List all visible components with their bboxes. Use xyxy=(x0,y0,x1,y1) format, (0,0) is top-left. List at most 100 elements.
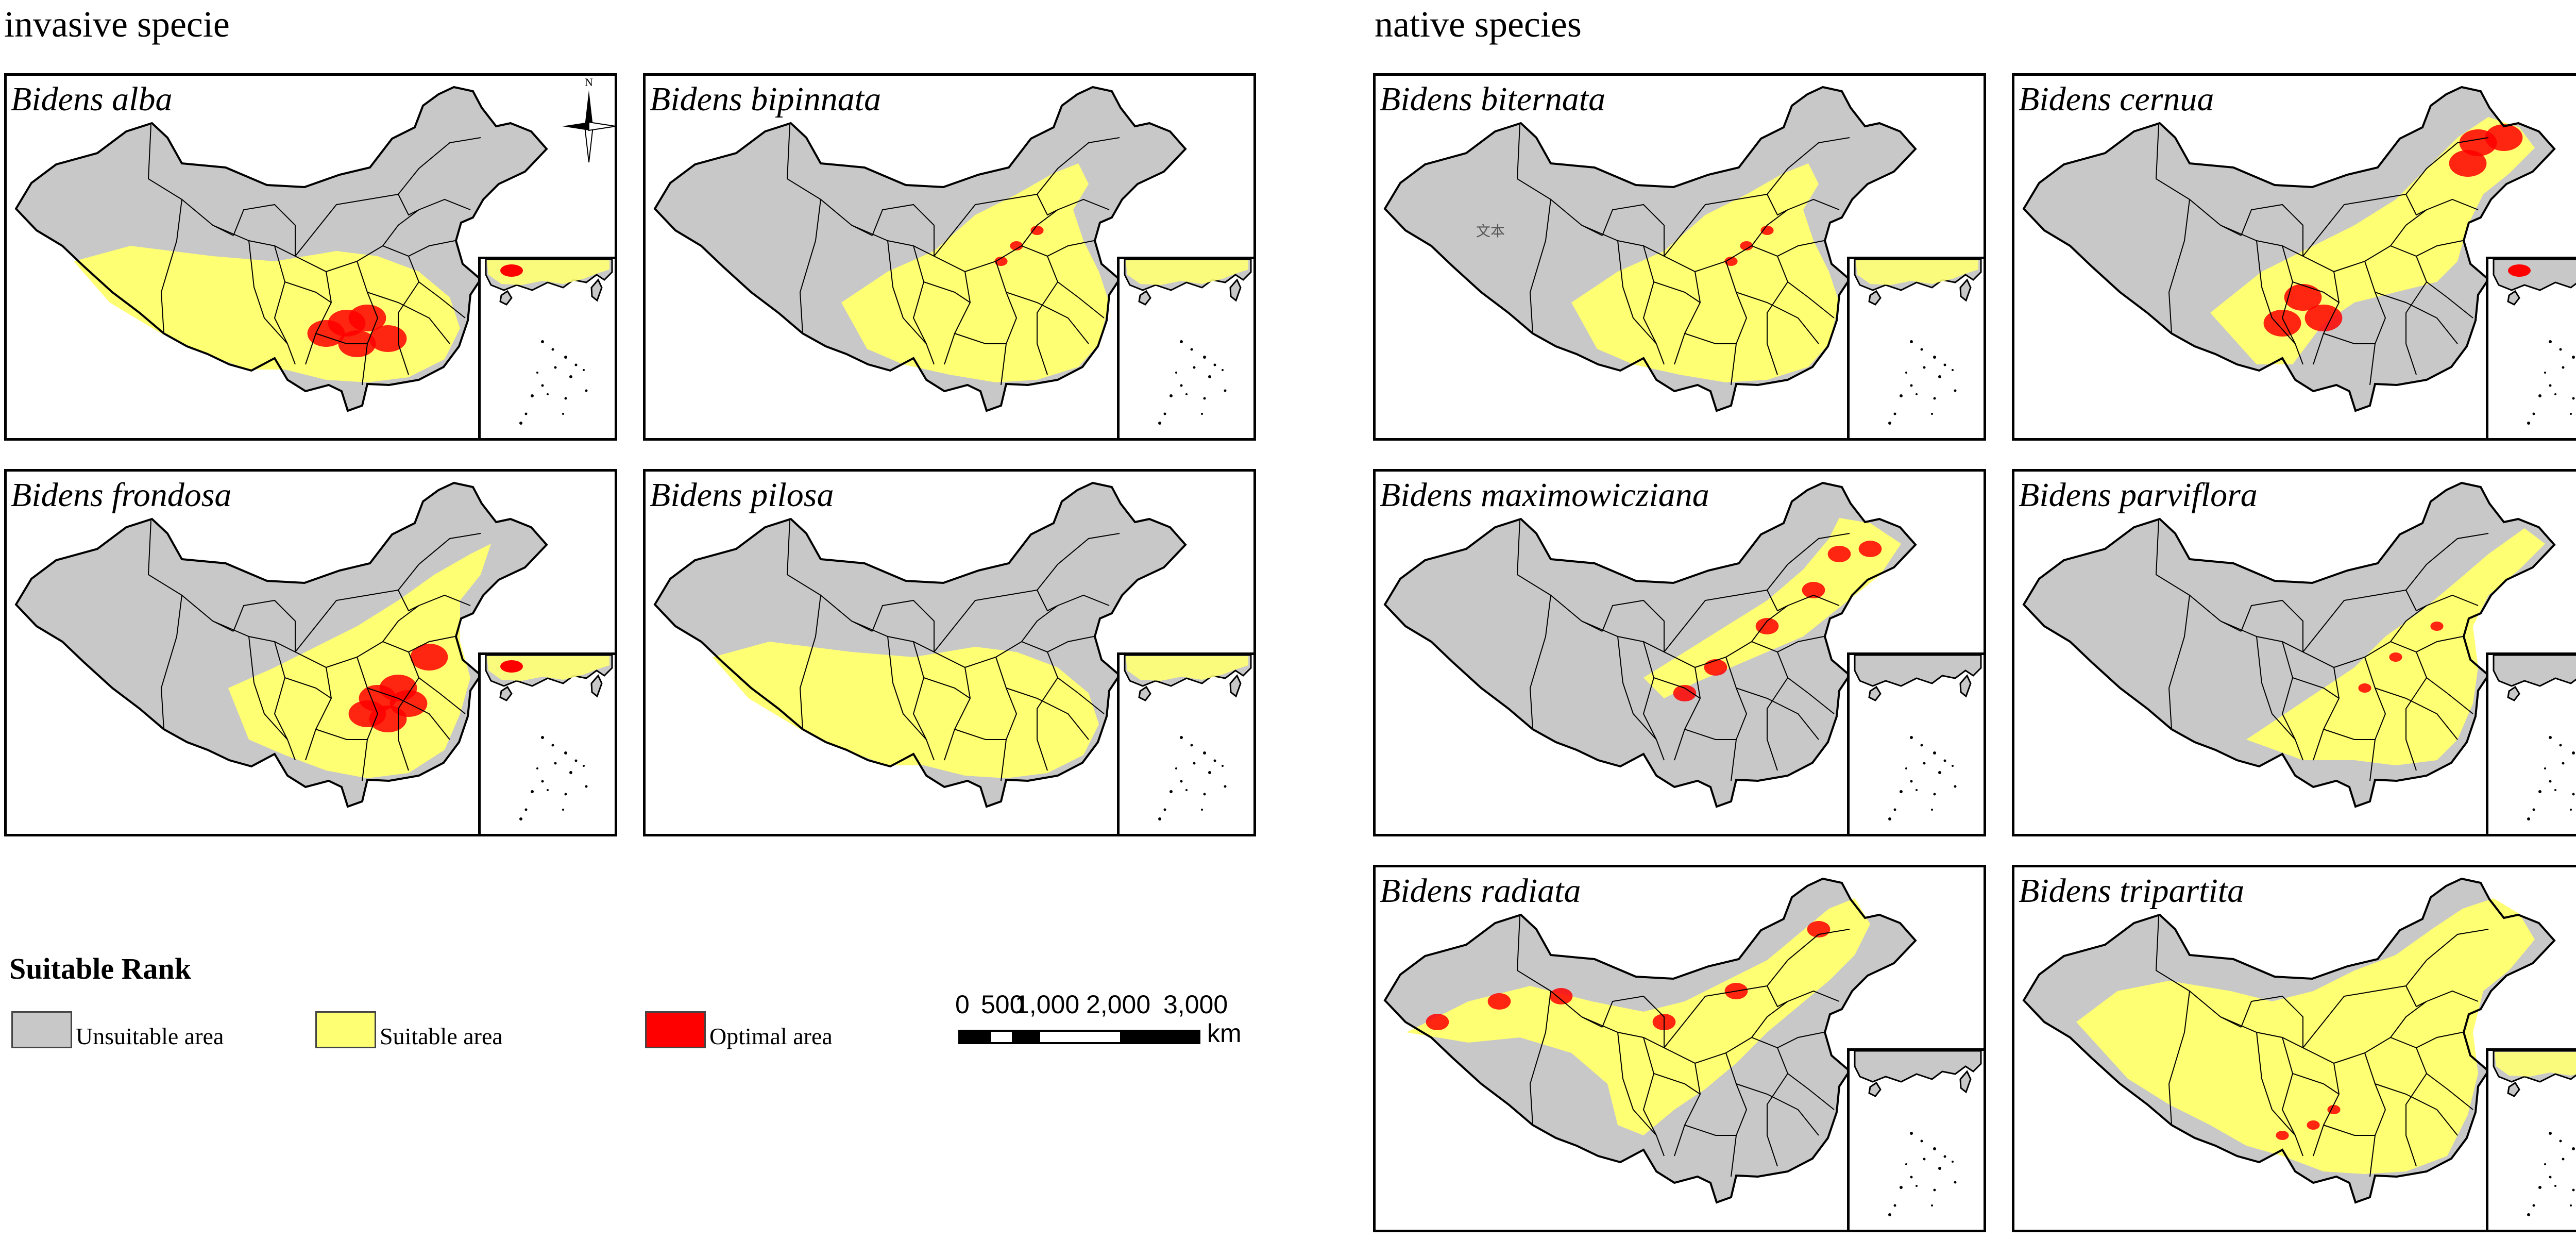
scale-bar-graphic xyxy=(958,1030,1200,1044)
optimal-area xyxy=(2276,1131,2289,1140)
inset-optimal-area xyxy=(500,660,523,673)
south-china-sea-inset xyxy=(1847,1048,1984,1230)
inset-optimal-area xyxy=(500,264,523,277)
species-name: Bidens cernua xyxy=(2019,80,2214,118)
optimal-area xyxy=(1487,993,1511,1010)
optimal-area xyxy=(369,325,407,352)
suitable-area xyxy=(2076,898,2535,1174)
map-panel-bidens-tripartita: Bidens tripartita xyxy=(2012,865,2576,1232)
north-arrow-icon: N xyxy=(558,76,615,169)
optimal-area xyxy=(1030,226,1044,235)
map-panel-bidens-cernua: Bidens cernua xyxy=(2012,73,2576,441)
legend-swatch-suitable xyxy=(315,1011,376,1048)
optimal-area xyxy=(1760,226,1774,235)
china-map xyxy=(654,482,1187,808)
optimal-area xyxy=(348,305,386,331)
legend-swatch-optimal xyxy=(645,1011,706,1048)
optimal-area xyxy=(2307,1120,2320,1130)
optimal-area xyxy=(2389,652,2402,662)
optimal-area xyxy=(2358,683,2371,693)
china-map xyxy=(2023,878,2555,1203)
legend-title: Suitable Rank xyxy=(9,952,191,985)
species-name: Bidens maximowicziana xyxy=(1380,476,1709,514)
native-group-title: native species xyxy=(1375,4,1582,45)
optimal-area xyxy=(1858,541,1882,557)
species-name: Bidens biternata xyxy=(1380,80,1606,118)
china-map xyxy=(654,86,1187,412)
optimal-area xyxy=(369,706,407,732)
suitable-area xyxy=(1571,163,1839,382)
map-panel-bidens-radiata: Bidens radiata xyxy=(1373,865,1986,1232)
legend-swatch-unsuitable xyxy=(11,1011,72,1048)
legend-label: Unsuitable area xyxy=(76,1023,224,1049)
optimal-area xyxy=(1673,685,1697,701)
scale-tick-label: 0 xyxy=(955,990,970,1019)
optimal-area xyxy=(2449,150,2487,177)
south-china-sea-inset xyxy=(2486,652,2576,834)
optimal-area xyxy=(2430,622,2444,631)
optimal-area xyxy=(1740,241,1753,250)
optimal-area xyxy=(1704,659,1727,676)
optimal-area xyxy=(1802,582,1825,598)
optimal-area xyxy=(994,257,1008,266)
svg-text:N: N xyxy=(585,76,593,89)
optimal-area xyxy=(2304,305,2343,331)
map-panel-bidens-pilosa: Bidens pilosa xyxy=(643,469,1256,836)
optimal-area xyxy=(1549,988,1573,1004)
optimal-area xyxy=(1827,546,1851,562)
china-map xyxy=(15,482,548,808)
china-map xyxy=(15,86,548,412)
scale-tick-label: 3,000 xyxy=(1163,990,1228,1019)
optimal-area xyxy=(1755,618,1779,634)
optimal-area xyxy=(2485,124,2523,151)
scale-tick-label: 2,000 xyxy=(1086,990,1151,1019)
suitable-area xyxy=(1643,518,1901,698)
stray-text-label: 文本 xyxy=(1476,224,1505,240)
optimal-area xyxy=(2284,284,2322,311)
scale-bar: 0 500 1,000 2,000 3,000 km xyxy=(955,990,1257,1057)
species-name: Bidens bipinnata xyxy=(650,80,882,118)
optimal-area xyxy=(410,644,448,671)
suitable-area xyxy=(841,163,1109,382)
south-china-sea-inset xyxy=(1117,652,1253,834)
map-panel-bidens-bipinnata: Bidens bipinnata xyxy=(643,73,1256,441)
south-china-sea-inset xyxy=(478,652,615,834)
species-name: Bidens pilosa xyxy=(650,476,834,514)
south-china-sea-inset xyxy=(1847,652,1984,834)
suitable-area xyxy=(2246,528,2545,765)
china-map xyxy=(2023,86,2555,412)
south-china-sea-inset xyxy=(2486,257,2576,438)
species-name: Bidens radiata xyxy=(1380,872,1581,910)
species-name: Bidens tripartita xyxy=(2019,872,2245,910)
optimal-area xyxy=(1724,257,1738,266)
map-panel-bidens-biternata: Bidens biternata 文本 xyxy=(1373,73,1986,441)
china-map xyxy=(2023,482,2555,808)
scale-unit: km xyxy=(1207,1019,1242,1048)
china-map xyxy=(1384,878,1917,1203)
inset-suitable-area xyxy=(1126,656,1248,681)
inset-suitable-area xyxy=(1126,260,1248,285)
south-china-sea-inset xyxy=(1847,257,1984,438)
map-panel-bidens-maximowicziana: Bidens maximowicziana xyxy=(1373,469,1986,836)
inset-optimal-area xyxy=(2508,264,2531,277)
optimal-area xyxy=(1426,1014,1449,1030)
invasive-group-title: invasive specie xyxy=(4,4,230,45)
scale-tick-label: 500 xyxy=(981,990,1024,1019)
china-map xyxy=(1384,482,1917,808)
legend-label: Suitable area xyxy=(380,1023,503,1049)
map-panel-bidens-alba: Bidens alba N xyxy=(4,73,617,441)
south-china-sea-inset xyxy=(1117,257,1253,438)
scale-tick-label: 1,000 xyxy=(1015,990,1080,1019)
species-name: Bidens parviflora xyxy=(2019,476,2258,514)
suitable-area xyxy=(228,544,491,778)
map-panel-bidens-frondosa: Bidens frondosa xyxy=(4,469,617,836)
optimal-area xyxy=(1010,241,1023,250)
south-china-sea-inset xyxy=(478,257,615,438)
map-panel-bidens-parviflora: Bidens parviflora xyxy=(2012,469,2576,836)
legend-label: Optimal area xyxy=(709,1023,833,1049)
south-china-sea-inset xyxy=(2486,1048,2576,1230)
inset-suitable-area xyxy=(2495,1052,2576,1077)
optimal-area xyxy=(2263,310,2301,337)
suitable-area xyxy=(1406,898,1870,1135)
china-map xyxy=(1384,86,1917,412)
